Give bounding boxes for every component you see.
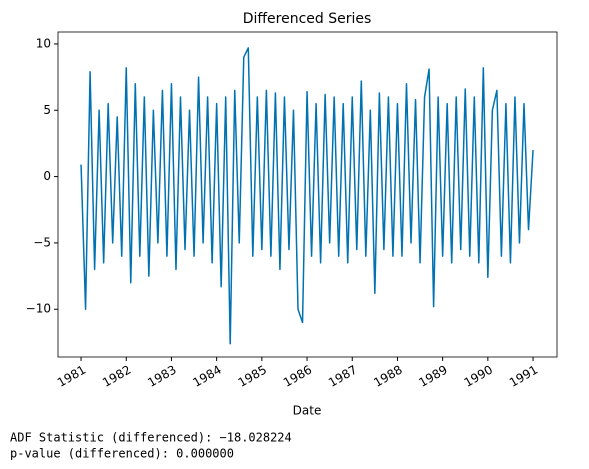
y-tick-label: 10 <box>36 36 51 50</box>
x-tick-label: 1985 <box>236 363 269 390</box>
x-tick-label: 1988 <box>371 363 404 390</box>
plot-frame <box>57 31 558 358</box>
series-line <box>80 47 534 345</box>
y-tick-label: −10 <box>26 302 51 316</box>
x-tick-label: 1990 <box>462 363 495 390</box>
x-tick-label: 1991 <box>507 363 540 390</box>
x-tick-label: 1987 <box>326 363 359 390</box>
p-value: p-value (differenced): 0.000000 <box>10 447 234 461</box>
x-tick-label: 1986 <box>281 363 314 390</box>
x-tick-label: 1984 <box>190 363 223 390</box>
x-axis-label: Date <box>293 404 322 418</box>
adf-statistic: ADF Statistic (differenced): −18.028224 <box>10 431 292 445</box>
x-tick-label: 1981 <box>55 363 88 390</box>
y-tick-label: 0 <box>43 169 51 183</box>
y-tick-label: −5 <box>33 235 51 249</box>
y-tick-label: 5 <box>43 103 51 117</box>
x-tick-label: 1982 <box>100 363 133 390</box>
x-tick-label: 1989 <box>416 363 449 390</box>
chart-title: Differenced Series <box>243 11 372 27</box>
x-tick-label: 1983 <box>145 363 178 390</box>
